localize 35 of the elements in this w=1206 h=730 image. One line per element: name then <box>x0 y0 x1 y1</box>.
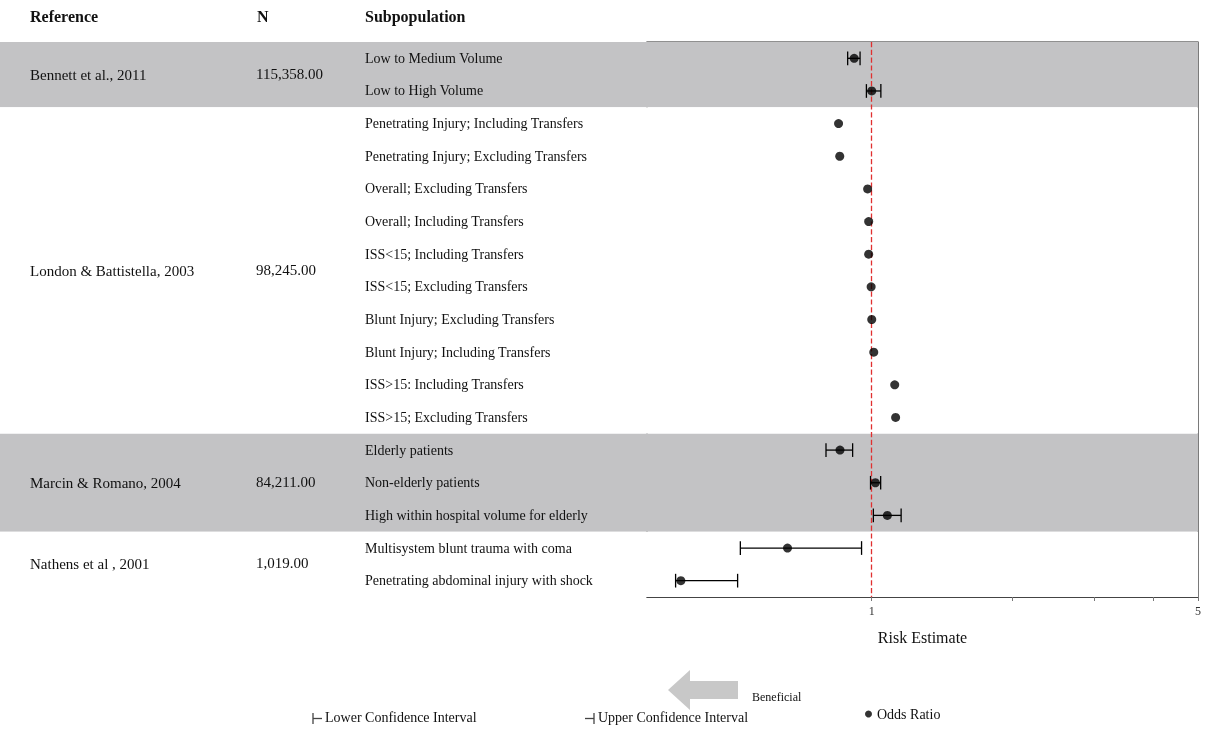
y-tick-label: Overall; Excluding Transfers <box>365 181 528 197</box>
y-tick-label: Non-elderly patients <box>365 475 480 491</box>
y-tick-label: ISS<15; Excluding Transfers <box>365 279 528 295</box>
y-tick-label: Low to High Volume <box>365 83 484 99</box>
y-tick-label: ISS<15; Including Transfers <box>365 246 524 262</box>
text: N <box>257 8 269 26</box>
text: 115,358.00 <box>256 65 323 83</box>
text: 84,211.00 <box>256 473 316 491</box>
y-tick-label: High within hospital volume for elderly <box>365 507 588 523</box>
band-label: Bennett et al., 2011 <box>30 66 147 83</box>
y-tick-label: Blunt Injury; Excluding Transfers <box>365 312 555 327</box>
text: 98,245.00 <box>256 261 316 279</box>
band-label: Marcin & Romano, 2004 <box>30 474 182 491</box>
y-tick-label: Multisystem blunt trauma with coma <box>365 540 573 556</box>
text: Beneficial <box>752 690 802 705</box>
x-axis-title: Risk Estimate <box>877 628 968 646</box>
text: Reference <box>30 8 99 26</box>
text: Upper Confidence Interval <box>598 710 749 726</box>
text: Lower Confidence Interval <box>325 710 477 726</box>
y-tick-label: Blunt Injury; Including Transfers <box>365 344 551 360</box>
x-tick-label: 5 <box>1195 604 1201 618</box>
x-tick-label: 1 <box>868 604 875 618</box>
y-tick-label: Penetrating Injury; Excluding Transfers <box>365 148 588 164</box>
y-tick-label: ISS>15: Including Transfers <box>365 377 524 393</box>
y-tick-label: Low to Medium Volume <box>365 50 503 66</box>
text: Subpopulation <box>365 8 466 26</box>
y-tick-label: Penetrating abdominal injury with shock <box>365 573 593 589</box>
y-tick-label: ISS>15; Excluding Transfers <box>365 409 528 425</box>
y-tick-label: Penetrating Injury; Including Transfers <box>365 116 584 132</box>
legend-label: Odds Ratio <box>877 706 941 722</box>
text: 1,019.00 <box>256 555 309 573</box>
band-label: London & Battistella, 2003 <box>30 262 195 279</box>
band-label: Nathens et al , 2001 <box>30 556 150 573</box>
y-tick-label: Elderly patients <box>365 442 454 458</box>
y-tick-label: Overall; Including Transfers <box>365 214 524 230</box>
